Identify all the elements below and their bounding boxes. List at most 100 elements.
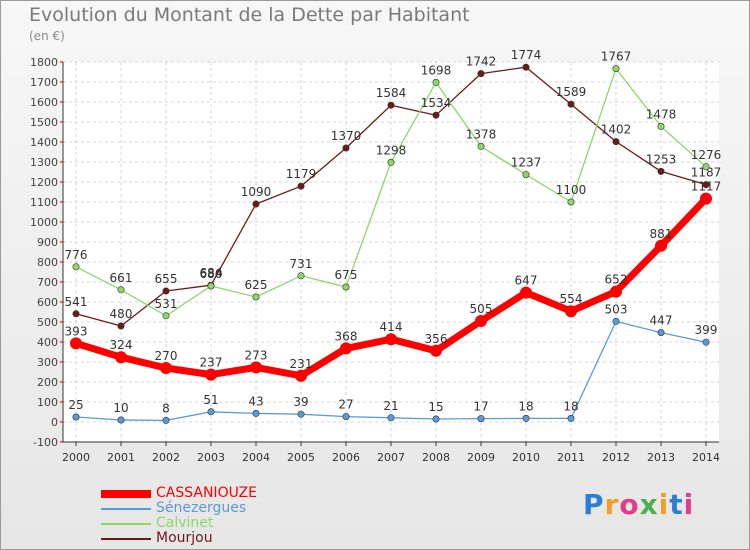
- data-label-cassaniouze: 356: [425, 332, 448, 346]
- data-point-calvinet: [612, 65, 620, 73]
- data-label-sénezergues: 25: [68, 398, 83, 412]
- data-label-mourjou: 655: [155, 272, 178, 286]
- data-point-calvinet: [297, 272, 305, 280]
- data-label-calvinet: 1298: [376, 143, 407, 157]
- y-tick-label: 1200: [30, 176, 58, 189]
- data-point-calvinet: [702, 163, 710, 171]
- data-point-mourjou: [522, 63, 530, 71]
- data-point-cassaniouze: [250, 361, 262, 374]
- data-point-sénezergues: [252, 409, 260, 417]
- data-point-mourjou: [117, 322, 125, 330]
- data-point-mourjou: [612, 138, 620, 146]
- x-tick-label: 2008: [422, 451, 450, 464]
- data-point-cassaniouze: [385, 333, 397, 346]
- data-point-cassaniouze: [565, 305, 577, 318]
- data-point-mourjou: [387, 101, 395, 109]
- data-label-sénezergues: 21: [383, 399, 398, 413]
- data-point-sénezergues: [702, 338, 710, 346]
- data-label-cassaniouze: 273: [245, 348, 268, 362]
- data-label-calvinet: 1237: [511, 156, 542, 170]
- x-tick-label: 2011: [557, 451, 585, 464]
- y-tick-label: 1300: [30, 156, 58, 169]
- y-tick-label: 1400: [30, 136, 58, 149]
- data-point-cassaniouze: [295, 369, 307, 382]
- x-tick-label: 2000: [62, 451, 90, 464]
- data-point-cassaniouze: [160, 362, 172, 374]
- data-label-calvinet: 680: [200, 267, 223, 281]
- data-label-cassaniouze: 554: [560, 292, 583, 306]
- data-label-mourjou: 1253: [646, 152, 677, 166]
- brand-letter: i: [658, 488, 670, 521]
- brand-letter: r: [604, 488, 620, 521]
- data-label-mourjou: 1534: [421, 96, 452, 110]
- data-label-calvinet: 531: [155, 297, 178, 311]
- y-tick-label: 1600: [30, 96, 58, 109]
- data-label-sénezergues: 15: [428, 400, 443, 414]
- data-label-cassaniouze: 881: [650, 227, 673, 241]
- legend-swatch: [101, 507, 151, 510]
- data-point-cassaniouze: [115, 351, 127, 364]
- data-point-mourjou: [477, 70, 485, 78]
- data-label-calvinet: 1100: [556, 183, 587, 197]
- data-label-mourjou: 1187: [691, 166, 722, 180]
- data-label-mourjou: 1584: [376, 86, 407, 100]
- data-point-sénezergues: [207, 408, 215, 416]
- data-label-calvinet: 1478: [646, 107, 677, 121]
- data-label-cassaniouze: 270: [155, 349, 178, 363]
- data-label-cassaniouze: 414: [380, 320, 403, 334]
- data-point-calvinet: [207, 282, 215, 290]
- data-point-sénezergues: [522, 414, 530, 422]
- brand-logo: Proxiti: [583, 488, 694, 521]
- data-label-cassaniouze: 237: [200, 356, 223, 370]
- data-label-mourjou: 541: [65, 295, 88, 309]
- plot-area: [63, 62, 719, 442]
- y-tick-label: 400: [37, 336, 58, 349]
- brand-letter: P: [583, 488, 605, 521]
- data-label-sénezergues: 8: [162, 401, 170, 415]
- data-label-sénezergues: 10: [113, 401, 128, 415]
- data-label-calvinet: 731: [290, 257, 313, 271]
- chart-legend: CASSANIOUZE Sénezergues Calvinet Mourjou: [101, 486, 257, 546]
- y-tick-label: 1700: [30, 76, 58, 89]
- y-tick-label: 800: [37, 256, 58, 269]
- data-label-cassaniouze: 647: [515, 274, 538, 288]
- data-label-cassaniouze: 231: [290, 357, 313, 371]
- data-label-sénezergues: 18: [518, 399, 533, 413]
- data-point-calvinet: [252, 293, 260, 301]
- y-tick-label: 1800: [30, 56, 58, 69]
- y-tick-label: 500: [37, 316, 58, 329]
- data-point-calvinet: [567, 198, 575, 206]
- data-point-cassaniouze: [340, 342, 352, 355]
- data-point-sénezergues: [612, 317, 620, 325]
- y-tick-label: 900: [37, 236, 58, 249]
- brand-letter: i: [683, 488, 695, 521]
- data-label-cassaniouze: 368: [335, 329, 358, 343]
- data-point-cassaniouze: [700, 192, 712, 205]
- data-label-mourjou: 684: [200, 266, 223, 280]
- data-label-sénezergues: 18: [563, 399, 578, 413]
- data-label-mourjou: 1179: [286, 167, 317, 181]
- x-tick-label: 2001: [107, 451, 135, 464]
- y-tick-label: -100: [33, 436, 58, 449]
- data-label-calvinet: 776: [65, 248, 88, 262]
- data-label-mourjou: 1589: [556, 85, 587, 99]
- legend-swatch: [101, 522, 151, 525]
- data-label-mourjou: 1742: [466, 55, 497, 69]
- data-label-cassaniouze: 393: [65, 324, 88, 338]
- legend-label: Calvinet: [156, 515, 214, 531]
- data-label-cassaniouze: 324: [110, 338, 133, 352]
- data-label-sénezergues: 39: [293, 395, 308, 409]
- data-label-cassaniouze: 505: [470, 302, 493, 316]
- x-tick-label: 2004: [242, 451, 270, 464]
- data-label-sénezergues: 17: [473, 400, 488, 414]
- data-point-cassaniouze: [520, 286, 532, 299]
- brand-letter: x: [639, 488, 659, 521]
- chart-subtitle: (en €): [29, 29, 65, 43]
- legend-item: Mourjou: [101, 531, 257, 546]
- x-tick-label: 2013: [647, 451, 675, 464]
- data-point-cassaniouze: [70, 337, 82, 350]
- x-tick-label: 2010: [512, 451, 540, 464]
- data-point-cassaniouze: [610, 285, 622, 298]
